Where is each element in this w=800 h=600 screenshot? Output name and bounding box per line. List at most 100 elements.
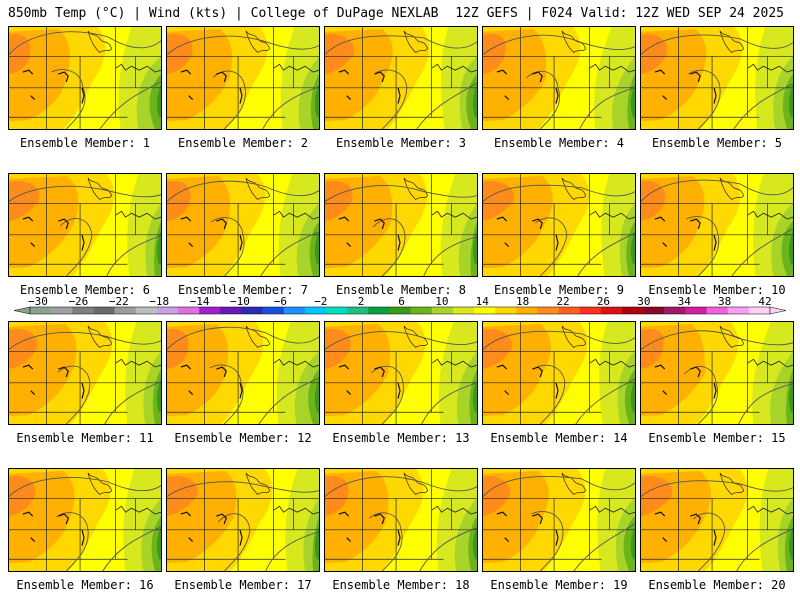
coldest-region xyxy=(314,83,319,118)
wind-barb xyxy=(338,364,350,370)
river-outline xyxy=(273,358,319,368)
hot-region xyxy=(641,180,666,222)
colorbar-tick-label: −26 xyxy=(68,296,88,308)
colorbar-swatch xyxy=(474,307,496,314)
wind-barb xyxy=(338,216,350,222)
ensemble-member-map xyxy=(8,321,162,425)
isotherm-line xyxy=(59,218,93,276)
colorbar-arrow-right xyxy=(769,306,787,315)
wind-barb xyxy=(22,216,34,222)
ensemble-member-label: Ensemble Member: 3 xyxy=(335,136,467,150)
wind-barb xyxy=(397,529,401,546)
isotherm-line xyxy=(167,180,319,202)
isotherm-line xyxy=(260,231,319,276)
wind-barb xyxy=(30,390,36,395)
colorbar-swatch xyxy=(326,307,348,314)
colorbar-tick-label: 14 xyxy=(476,296,490,308)
hot-region xyxy=(9,475,36,517)
lake-outline xyxy=(245,177,271,200)
river-outline xyxy=(115,358,161,368)
isotherm-line xyxy=(325,331,477,350)
coldest-region xyxy=(472,378,477,413)
wind-barb xyxy=(180,69,192,75)
wind-barb xyxy=(58,218,69,230)
wind-barb xyxy=(338,511,350,517)
colorbar-tick-label: 38 xyxy=(718,296,731,308)
isotherm-line xyxy=(104,381,161,424)
isotherm-line xyxy=(167,481,319,497)
isotherm-line xyxy=(483,330,635,350)
wind-barb xyxy=(662,95,668,100)
wind-barb xyxy=(654,216,666,222)
isotherm-line xyxy=(731,228,793,276)
ensemble-member-label: Ensemble Member: 4 xyxy=(493,136,625,150)
river-outline xyxy=(273,210,319,220)
colorbar-tick-label: 6 xyxy=(398,296,405,308)
ensemble-member-map xyxy=(8,468,162,572)
wind-barb xyxy=(662,537,668,542)
wind-barb xyxy=(180,364,192,370)
coldest-region xyxy=(472,525,477,560)
isotherm-line xyxy=(736,528,793,571)
ensemble-member-map xyxy=(166,26,320,130)
wind-barb xyxy=(690,366,701,378)
wind-barb xyxy=(496,69,508,75)
temperature-map xyxy=(483,174,635,276)
colorbar-swatch xyxy=(537,307,559,314)
colorbar-swatch xyxy=(685,307,707,314)
colorbar-swatch xyxy=(114,307,137,314)
wind-barb xyxy=(346,242,352,247)
coldest-region xyxy=(472,83,477,118)
coldest-region xyxy=(314,230,319,265)
ensemble-member-label: Ensemble Member: 15 xyxy=(648,431,786,445)
wind-barb xyxy=(713,234,717,251)
coldest-region xyxy=(630,83,635,118)
colorbar-arrow-left xyxy=(13,306,31,315)
colorbar-swatch xyxy=(727,307,750,314)
colorbar-swatch xyxy=(452,307,475,314)
colorbar-swatch xyxy=(30,307,52,314)
ensemble-member-map xyxy=(324,321,478,425)
wind-barb xyxy=(58,513,69,525)
isotherm-line xyxy=(483,34,635,55)
lake-outline xyxy=(719,472,745,495)
wind-barb xyxy=(216,366,227,378)
temperature-map xyxy=(167,469,319,571)
isotherm-line xyxy=(373,218,406,276)
wind-barb xyxy=(239,87,243,104)
river-outline xyxy=(747,505,793,515)
wind-barb xyxy=(397,234,401,251)
coldest-region xyxy=(788,525,793,560)
isotherm-line xyxy=(693,512,726,571)
isotherm-line xyxy=(99,81,161,129)
ensemble-member-map xyxy=(324,26,478,130)
isotherm-line xyxy=(102,526,161,571)
ensemble-member-label: Ensemble Member: 10 xyxy=(648,283,786,297)
ensemble-member-label: Ensemble Member: 18 xyxy=(332,578,470,592)
wind-barb xyxy=(654,69,666,75)
coldest-region xyxy=(788,83,793,118)
river-outline xyxy=(115,63,161,73)
hot-region xyxy=(325,33,355,75)
wind-barb xyxy=(239,382,243,399)
coldest-region xyxy=(788,378,793,413)
temperature-map xyxy=(641,27,793,129)
isotherm-line xyxy=(533,364,566,424)
ensemble-member-label: Ensemble Member: 8 xyxy=(335,283,467,297)
wind-barb xyxy=(81,234,85,251)
colorbar-tick-label: −14 xyxy=(190,296,210,308)
lake-outline xyxy=(403,325,429,348)
hot-region xyxy=(483,328,513,370)
wind-barb xyxy=(555,234,559,251)
wind-barb xyxy=(496,216,508,222)
wind-barb xyxy=(30,242,36,247)
hot-region xyxy=(641,475,673,517)
lake-outline xyxy=(561,325,587,348)
temperature-map xyxy=(167,174,319,276)
hot-region xyxy=(641,328,664,370)
ensemble-member-label: Ensemble Member: 20 xyxy=(648,578,786,592)
isotherm-line xyxy=(575,378,635,424)
lake-outline xyxy=(561,30,587,53)
isotherm-line xyxy=(577,232,635,276)
wind-barb xyxy=(504,95,510,100)
